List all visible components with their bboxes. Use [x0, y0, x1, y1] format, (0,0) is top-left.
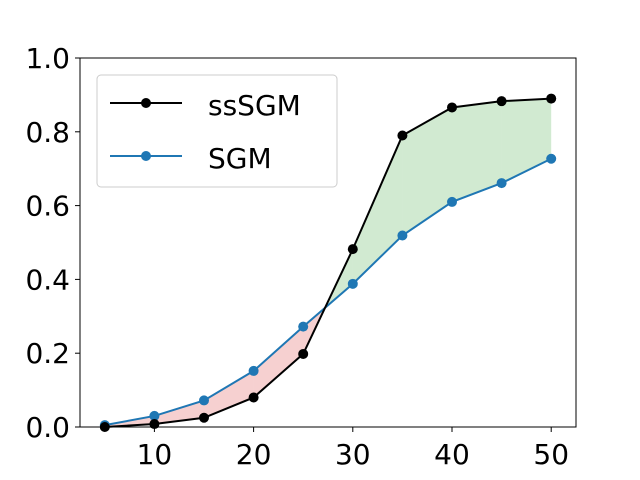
x-axis: 10 20 30 40 50: [137, 427, 569, 471]
data-point-sgm: [496, 178, 507, 189]
axes-frame: [79, 57, 577, 428]
data-point-sssgm: [298, 348, 309, 359]
fill-loss-region: [253, 326, 304, 398]
legend-marker-sssgm: [141, 98, 151, 108]
data-point-sssgm: [496, 96, 507, 107]
series-line-sgm: [104, 157, 552, 427]
x-tick-label: 30: [335, 438, 371, 471]
x-tick-label: 40: [434, 438, 470, 471]
legend-label-sgm: SGM: [208, 142, 272, 175]
y-axis: 0.0 0.2 0.4 0.6 0.8 1.0: [25, 42, 80, 444]
data-point-sgm: [149, 410, 160, 421]
data-point-sssgm: [199, 412, 209, 423]
fill-gain-region: [501, 98, 552, 184]
fill-gain-region: [402, 107, 452, 236]
series-line-sssgm: [104, 97, 552, 428]
data-point-sssgm: [397, 130, 408, 141]
y-tick-label: 0.0: [25, 411, 70, 444]
data-point-sgm: [298, 321, 309, 332]
data-point-sssgm: [546, 93, 557, 104]
legend-label-sssgm: ssSGM: [208, 89, 301, 122]
y-tick-label: 1.0: [25, 42, 70, 75]
fill-gain-region: [452, 101, 502, 202]
data-point-sgm: [347, 278, 358, 289]
y-tick-label: 0.6: [25, 190, 70, 223]
legend-marker-sgm: [141, 151, 151, 161]
fill-loss-region: [204, 370, 254, 418]
x-tick-label: 20: [236, 438, 272, 471]
y-tick-label: 0.2: [25, 337, 70, 370]
y-tick-label: 0.4: [25, 263, 70, 296]
data-point-sgm: [546, 153, 557, 164]
data-point-sssgm: [447, 102, 457, 113]
data-point-sssgm: [248, 392, 259, 403]
data-point-sgm: [397, 230, 408, 241]
data-point-sgm: [447, 196, 457, 207]
data-point-sssgm: [347, 244, 358, 255]
x-tick-label: 10: [137, 438, 173, 471]
series-group: [99, 93, 557, 432]
data-point-sgm: [248, 365, 259, 376]
legend: ssSGM SGM: [96, 74, 338, 188]
data-point-sgm: [199, 395, 209, 406]
y-tick-label: 0.8: [25, 116, 70, 149]
fill-loss-region: [154, 400, 204, 425]
x-tick-label: 50: [533, 438, 569, 471]
